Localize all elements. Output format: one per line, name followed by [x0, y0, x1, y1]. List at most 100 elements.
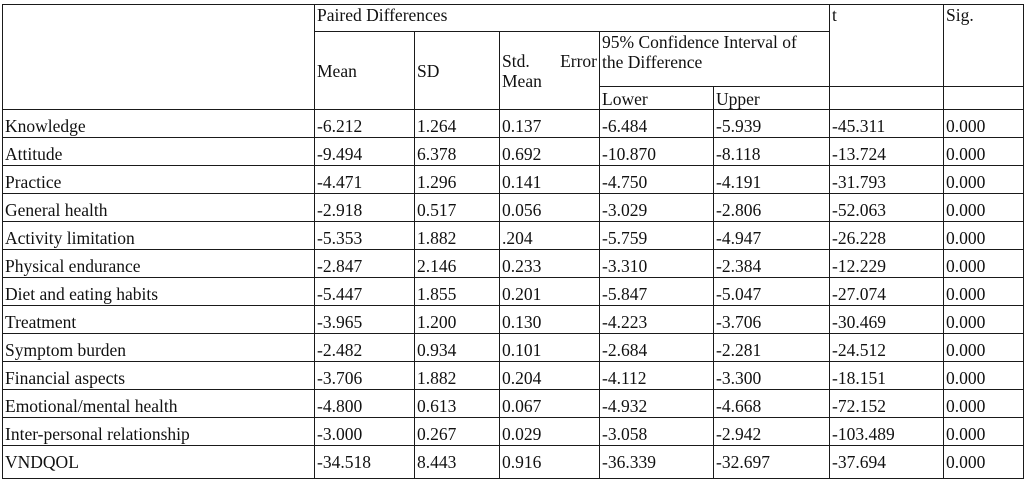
- upper-cell: -8.118: [713, 137, 830, 166]
- sig-cell: 0.000: [943, 445, 1024, 479]
- mean-cell: -2.847: [314, 249, 415, 278]
- table-row: Practice -4.471 1.296 0.141 -4.750 -4.191 -31.…: [2, 165, 1024, 194]
- row-label-cell: Physical endurance: [2, 249, 315, 278]
- table-row: General health -2.918 0.517 0.056 -3.029 -2.8…: [2, 193, 1024, 222]
- table-row: Symptom burden -2.482 0.934 0.101 -2.684 -2.2…: [2, 333, 1024, 362]
- lower-cell: -3.310: [599, 249, 714, 278]
- sig-cell: 0.000: [943, 361, 1024, 390]
- table-body: Knowledge -6.212 1.264 0.137 -6.484 -5.939 -45…: [2, 109, 1024, 479]
- t-cell: -72.152: [829, 389, 944, 418]
- sd-cell: 1.264: [414, 109, 500, 138]
- row-label-cell: Attitude: [2, 137, 315, 166]
- t-cell: -30.469: [829, 305, 944, 334]
- se-cell: 0.201: [499, 277, 600, 306]
- lower-cell: -2.684: [599, 333, 714, 362]
- lower-cell: -36.339: [599, 445, 714, 479]
- se-cell: 0.204: [499, 361, 600, 390]
- upper-header: Upper: [713, 86, 830, 110]
- se-cell: .204: [499, 221, 600, 250]
- upper-cell: -2.806: [713, 193, 830, 222]
- lower-cell: -4.223: [599, 305, 714, 334]
- t-cell: -18.151: [829, 361, 944, 390]
- ci-header-line-2: the Difference: [602, 52, 703, 72]
- sd-cell: 0.613: [414, 389, 500, 418]
- se-cell: 0.029: [499, 417, 600, 446]
- std-error-word-error: Error: [560, 50, 597, 71]
- sig-cell: 0.000: [943, 277, 1024, 306]
- mean-cell: -4.471: [314, 165, 415, 194]
- lower-cell: -5.759: [599, 221, 714, 250]
- upper-cell: -5.047: [713, 277, 830, 306]
- mean-header: Mean: [314, 31, 415, 110]
- row-label-cell: Emotional/mental health: [2, 389, 315, 418]
- mean-cell: -6.212: [314, 109, 415, 138]
- sd-cell: 1.882: [414, 361, 500, 390]
- mean-cell: -2.482: [314, 333, 415, 362]
- std-error-word-std: Std.: [502, 50, 530, 71]
- row-label-cell: Knowledge: [2, 109, 315, 138]
- sig-cell: 0.000: [943, 193, 1024, 222]
- table-row: Attitude -9.494 6.378 0.692 -10.870 -8.118 -13…: [2, 137, 1024, 166]
- confidence-interval-header: 95% Confidence Interval of the Differenc…: [599, 31, 830, 87]
- sig-cell: 0.000: [943, 165, 1024, 194]
- se-cell: 0.141: [499, 165, 600, 194]
- lower-cell: -10.870: [599, 137, 714, 166]
- mean-cell: -2.918: [314, 193, 415, 222]
- lower-cell: -3.029: [599, 193, 714, 222]
- row-label-cell: Practice: [2, 165, 315, 194]
- sd-cell: 0.267: [414, 417, 500, 446]
- se-cell: 0.056: [499, 193, 600, 222]
- sig-cell: 0.000: [943, 417, 1024, 446]
- header-row-2: Mean SD Std. Error Mean 95% Confidence In…: [3, 31, 1024, 110]
- table-row: Inter-personal relationship -3.000 0.267 0.…: [2, 417, 1024, 446]
- sd-cell: 2.146: [414, 249, 500, 278]
- table-row: Knowledge -6.212 1.264 0.137 -6.484 -5.939 -45…: [2, 109, 1024, 138]
- sd-header: SD: [414, 31, 500, 110]
- lower-cell: -5.847: [599, 277, 714, 306]
- t-header: t: [829, 4, 944, 32]
- std-error-word-mean: Mean: [502, 70, 542, 91]
- header-row-1: Paired Differences t Sig.: [2, 4, 1024, 110]
- lower-cell: -4.750: [599, 165, 714, 194]
- row-label-cell: Diet and eating habits: [2, 277, 315, 306]
- paired-differences-header: Paired Differences: [314, 4, 830, 32]
- upper-cell: -2.281: [713, 333, 830, 362]
- upper-cell: -3.706: [713, 305, 830, 334]
- sig-cell: 0.000: [943, 389, 1024, 418]
- mean-cell: -5.353: [314, 221, 415, 250]
- row-label-cell: VNDQOL: [2, 445, 315, 479]
- se-cell: 0.692: [499, 137, 600, 166]
- sig-cell: 0.000: [943, 333, 1024, 362]
- se-cell: 0.101: [499, 333, 600, 362]
- sd-cell: 1.296: [414, 165, 500, 194]
- sd-cell: 0.517: [414, 193, 500, 222]
- t-cell: -13.724: [829, 137, 944, 166]
- t-header-blank: [829, 86, 944, 110]
- sd-cell: 1.882: [414, 221, 500, 250]
- row-label-cell: General health: [2, 193, 315, 222]
- mean-cell: -9.494: [314, 137, 415, 166]
- table-row: Activity limitation -5.353 1.882.204 -5.759…: [2, 221, 1024, 250]
- sig-cell: 0.000: [943, 109, 1024, 138]
- row-label-cell: Treatment: [2, 305, 315, 334]
- sig-cell: 0.000: [943, 221, 1024, 250]
- upper-cell: -2.384: [713, 249, 830, 278]
- lower-cell: -4.932: [599, 389, 714, 418]
- table-row: Financial aspects -3.706 1.882 0.204 -4.112-…: [2, 361, 1024, 390]
- mean-cell: -5.447: [314, 277, 415, 306]
- row-label-cell: Activity limitation: [2, 221, 315, 250]
- t-cell: -103.489: [829, 417, 944, 446]
- t-header-spacer: [829, 31, 944, 87]
- sig-cell: 0.000: [943, 249, 1024, 278]
- lower-cell: -4.112: [599, 361, 714, 390]
- row-label-cell: Symptom burden: [2, 333, 315, 362]
- se-cell: 0.130: [499, 305, 600, 334]
- upper-cell: -3.300: [713, 361, 830, 390]
- upper-cell: -4.668: [713, 389, 830, 418]
- table-row: VNDQOL -34.518 8.443 0.916 -36.339 -32.697 -37…: [2, 445, 1024, 479]
- upper-cell: -32.697: [713, 445, 830, 479]
- t-cell: -31.793: [829, 165, 944, 194]
- t-cell: -52.063: [829, 193, 944, 222]
- table-row: Treatment -3.965 1.200 0.130 -4.223 -3.706 -30…: [2, 305, 1024, 334]
- se-cell: 0.916: [499, 445, 600, 479]
